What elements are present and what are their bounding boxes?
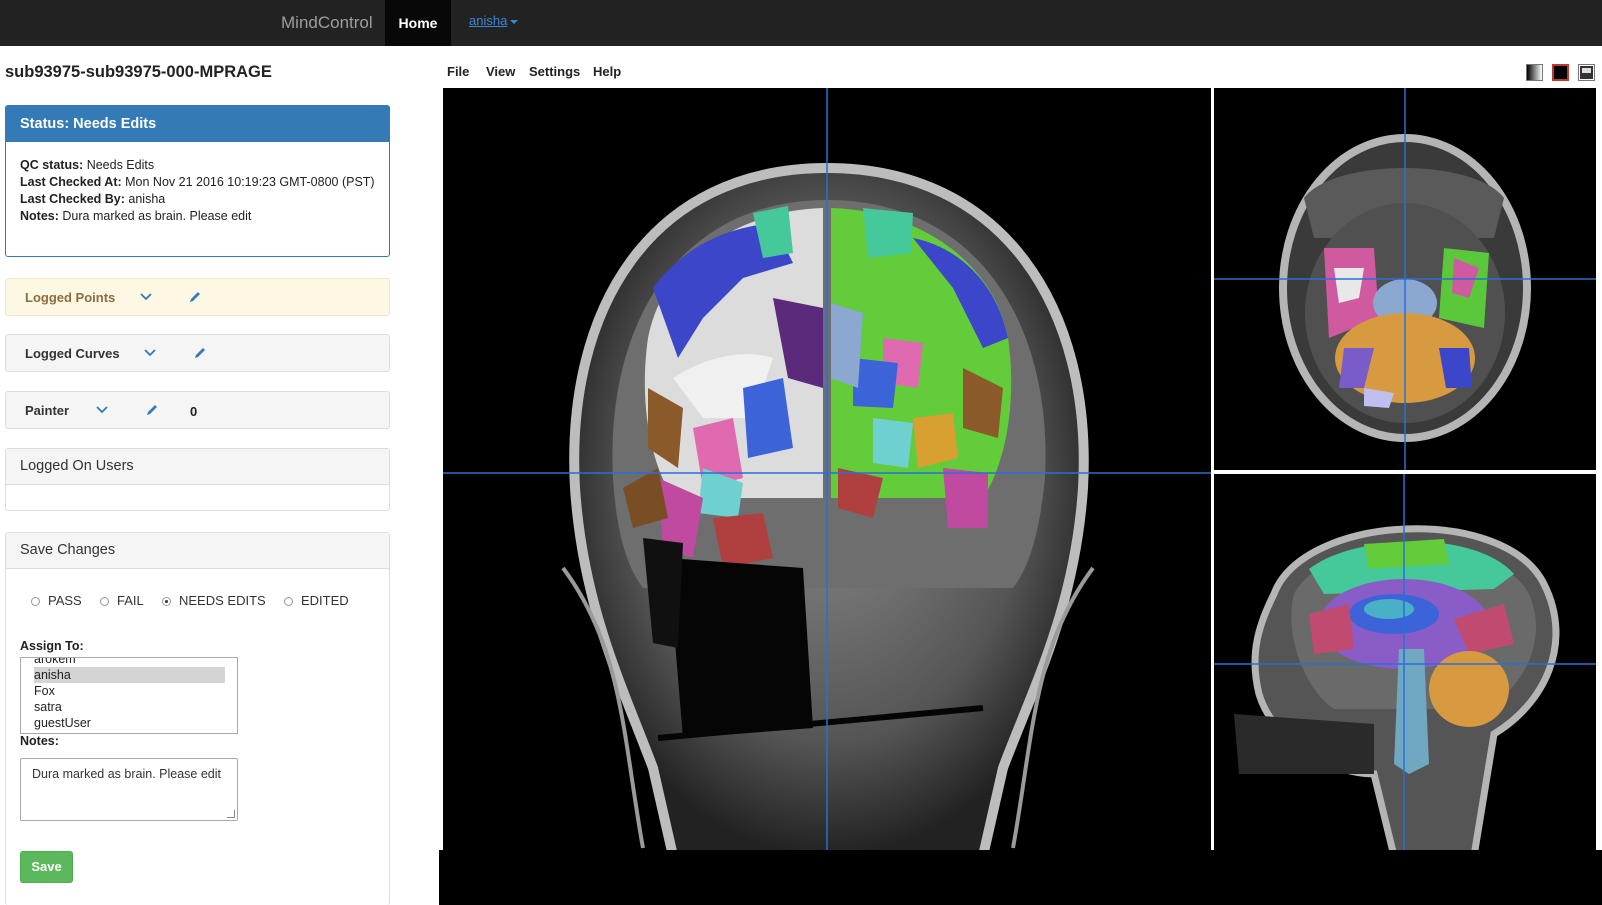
qc-status-label: QC status: [20,158,84,172]
coronal-brain-image[interactable] [443,88,1211,856]
radio-edited-label[interactable]: EDITED [301,593,349,608]
radio-pass-label[interactable]: PASS [48,593,82,608]
menu-help[interactable]: Help [593,64,622,79]
chevron-down-icon[interactable] [95,404,109,416]
coronal-view[interactable] [443,88,1211,856]
chevron-down-icon[interactable] [143,347,157,359]
sagittal-brain-image[interactable] [1214,474,1596,856]
radio-needs-edits[interactable]: NEEDS EDITS [162,593,266,608]
chevron-down-icon[interactable] [139,291,153,303]
status-notes-label: Notes: [20,209,59,223]
nav-home[interactable]: Home [385,0,451,46]
axial-brain-image[interactable] [1214,88,1596,470]
logged-users-header: Logged On Users [6,449,389,485]
menu-settings[interactable]: Settings [529,64,581,79]
save-changes-header: Save Changes [6,533,389,569]
status-panel: Status: Needs Edits QC status: Needs Edi… [5,105,390,257]
radio-fail[interactable]: FAIL [100,593,144,608]
radio-circle-icon[interactable] [284,597,293,606]
checked-by-value: anisha [128,192,166,206]
assign-label: Assign To: [20,639,84,653]
logged-curves-panel[interactable]: Logged Curves [5,334,390,372]
axial-view[interactable] [1214,88,1596,470]
notes-label: Notes: [20,734,59,748]
assign-option[interactable]: guestUser [34,716,91,730]
assign-select[interactable]: arokem anisha Fox satra guestUser [20,657,238,734]
radio-pass[interactable]: PASS [31,593,82,608]
pencil-icon[interactable] [193,346,207,360]
save-button[interactable]: Save [20,851,73,883]
status-notes-row: Notes: Dura marked as brain. Please edit [20,208,375,225]
logged-points-label: Logged Points [25,290,116,305]
checked-by-label: Last Checked By: [20,192,125,206]
pencil-icon[interactable] [188,290,202,304]
radio-edited[interactable]: EDITED [284,593,349,608]
status-notes-value: Dura marked as brain. Please edit [62,209,252,223]
logged-curves-label: Logged Curves [25,346,120,361]
menu-file[interactable]: File [447,64,470,79]
logged-users-panel: Logged On Users [5,448,390,511]
status-body: QC status: Needs Edits Last Checked At: … [6,142,389,225]
checked-at-value: Mon Nov 21 2016 10:19:23 GMT-0800 (PST) [125,175,375,189]
colormap-overlay-button[interactable] [1578,64,1595,81]
qc-status-row: QC status: Needs Edits [20,157,375,174]
radio-circle-icon[interactable] [100,597,109,606]
page-title: sub93975-sub93975-000-MPRAGE [5,63,272,81]
brand[interactable]: MindControl [281,13,373,32]
viewer-bottom-strip [439,850,1602,905]
qc-status-value: Needs Edits [86,158,155,172]
painter-label: Painter [25,403,70,418]
radio-fail-label[interactable]: FAIL [117,593,144,608]
navbar: MindControl Home anisha [0,0,1602,46]
assign-option[interactable]: Fox [34,684,55,698]
colormap-grayscale-button[interactable] [1526,64,1543,81]
assign-option[interactable]: arokem [34,657,76,666]
resize-grip-icon[interactable] [227,810,235,818]
pencil-icon[interactable] [145,403,159,417]
user-menu[interactable]: anisha [469,13,519,28]
painter-panel[interactable]: Painter 0 [5,391,390,429]
user-menu-label[interactable]: anisha [469,13,508,28]
checked-at-label: Last Checked At: [20,175,122,189]
caret-down-icon[interactable] [510,19,519,24]
logged-points-panel[interactable]: Logged Points [5,278,390,316]
notes-text[interactable]: Dura marked as brain. Please edit [32,767,221,781]
checked-by-row: Last Checked By: anisha [20,191,375,208]
menu-view[interactable]: View [486,64,516,79]
assign-option-selected[interactable]: anisha [34,667,225,683]
radio-circle-checked-icon[interactable] [162,597,171,606]
colormap-black-button[interactable] [1552,64,1569,81]
painter-count: 0 [190,404,198,419]
overlay-icon[interactable] [1579,65,1594,80]
checked-at-row: Last Checked At: Mon Nov 21 2016 10:19:2… [20,174,375,191]
status-header: Status: Needs Edits [6,106,389,142]
radio-needs-edits-label[interactable]: NEEDS EDITS [179,593,266,608]
save-changes-panel: Save Changes PASS FAIL NEEDS EDITS EDITE… [5,532,390,905]
radio-circle-icon[interactable] [31,597,40,606]
notes-textarea[interactable]: Dura marked as brain. Please edit [20,758,238,821]
sagittal-view[interactable] [1214,474,1596,856]
assign-option[interactable]: satra [34,700,62,714]
